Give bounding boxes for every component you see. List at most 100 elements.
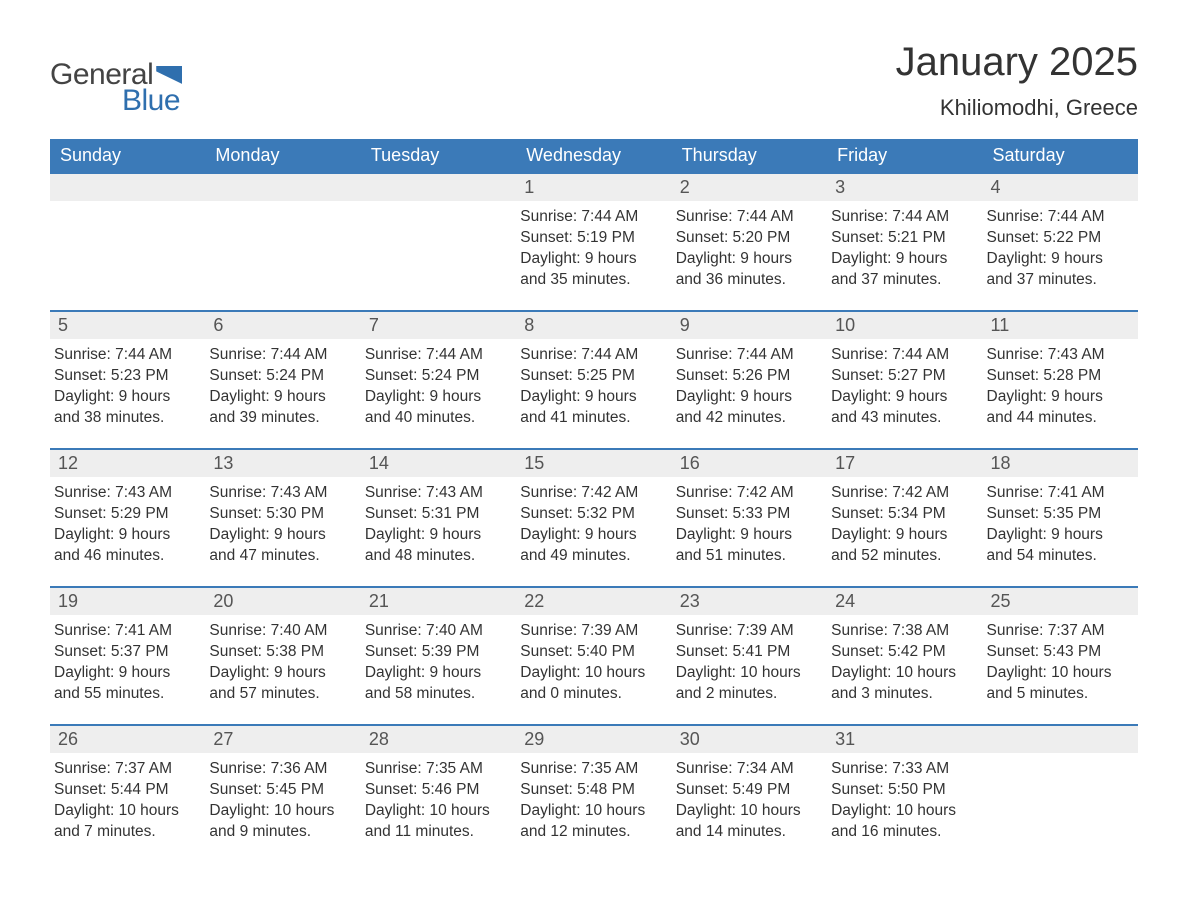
day-cell: 13Sunrise: 7:43 AMSunset: 5:30 PMDayligh… — [205, 449, 360, 587]
day-body: Sunrise: 7:35 AMSunset: 5:48 PMDaylight:… — [516, 753, 671, 851]
day-body: Sunrise: 7:35 AMSunset: 5:46 PMDaylight:… — [361, 753, 516, 851]
day-body: Sunrise: 7:44 AMSunset: 5:24 PMDaylight:… — [205, 339, 360, 437]
day-number: 14 — [361, 450, 516, 477]
day-cell: 12Sunrise: 7:43 AMSunset: 5:29 PMDayligh… — [50, 449, 205, 587]
empty-day — [983, 726, 1138, 753]
day-body: Sunrise: 7:40 AMSunset: 5:38 PMDaylight:… — [205, 615, 360, 713]
day-body: Sunrise: 7:44 AMSunset: 5:25 PMDaylight:… — [516, 339, 671, 437]
page-title: January 2025 — [896, 40, 1138, 85]
day-body: Sunrise: 7:44 AMSunset: 5:19 PMDaylight:… — [516, 201, 671, 299]
weekday-header: Sunday — [50, 139, 205, 173]
day-cell: 11Sunrise: 7:43 AMSunset: 5:28 PMDayligh… — [983, 311, 1138, 449]
day-cell: 31Sunrise: 7:33 AMSunset: 5:50 PMDayligh… — [827, 725, 982, 863]
day-cell: 30Sunrise: 7:34 AMSunset: 5:49 PMDayligh… — [672, 725, 827, 863]
day-cell: 23Sunrise: 7:39 AMSunset: 5:41 PMDayligh… — [672, 587, 827, 725]
day-cell — [205, 173, 360, 311]
day-cell — [361, 173, 516, 311]
day-body: Sunrise: 7:44 AMSunset: 5:27 PMDaylight:… — [827, 339, 982, 437]
day-number: 8 — [516, 312, 671, 339]
day-number: 13 — [205, 450, 360, 477]
day-body: Sunrise: 7:37 AMSunset: 5:44 PMDaylight:… — [50, 753, 205, 851]
day-body: Sunrise: 7:38 AMSunset: 5:42 PMDaylight:… — [827, 615, 982, 713]
day-cell: 10Sunrise: 7:44 AMSunset: 5:27 PMDayligh… — [827, 311, 982, 449]
weekday-header: Friday — [827, 139, 982, 173]
empty-day — [50, 174, 205, 201]
day-cell: 25Sunrise: 7:37 AMSunset: 5:43 PMDayligh… — [983, 587, 1138, 725]
day-cell: 15Sunrise: 7:42 AMSunset: 5:32 PMDayligh… — [516, 449, 671, 587]
day-body: Sunrise: 7:44 AMSunset: 5:22 PMDaylight:… — [983, 201, 1138, 299]
weekday-header: Wednesday — [516, 139, 671, 173]
day-number: 9 — [672, 312, 827, 339]
day-cell: 27Sunrise: 7:36 AMSunset: 5:45 PMDayligh… — [205, 725, 360, 863]
weekday-header: Monday — [205, 139, 360, 173]
day-number: 4 — [983, 174, 1138, 201]
day-cell: 4Sunrise: 7:44 AMSunset: 5:22 PMDaylight… — [983, 173, 1138, 311]
day-number: 29 — [516, 726, 671, 753]
day-number: 21 — [361, 588, 516, 615]
day-number: 27 — [205, 726, 360, 753]
weekday-header: Thursday — [672, 139, 827, 173]
day-body: Sunrise: 7:39 AMSunset: 5:41 PMDaylight:… — [672, 615, 827, 713]
day-number: 28 — [361, 726, 516, 753]
day-body: Sunrise: 7:43 AMSunset: 5:31 PMDaylight:… — [361, 477, 516, 575]
title-block: January 2025 Khiliomodhi, Greece — [896, 40, 1138, 133]
day-number: 11 — [983, 312, 1138, 339]
day-cell: 26Sunrise: 7:37 AMSunset: 5:44 PMDayligh… — [50, 725, 205, 863]
weekday-header: Saturday — [983, 139, 1138, 173]
week-row: 5Sunrise: 7:44 AMSunset: 5:23 PMDaylight… — [50, 311, 1138, 449]
day-cell — [50, 173, 205, 311]
empty-day — [361, 174, 516, 201]
brand-part2: Blue — [122, 84, 180, 118]
day-number: 2 — [672, 174, 827, 201]
calendar-table: SundayMondayTuesdayWednesdayThursdayFrid… — [50, 139, 1138, 863]
day-number: 16 — [672, 450, 827, 477]
week-row: 1Sunrise: 7:44 AMSunset: 5:19 PMDaylight… — [50, 173, 1138, 311]
day-number: 19 — [50, 588, 205, 615]
day-cell: 8Sunrise: 7:44 AMSunset: 5:25 PMDaylight… — [516, 311, 671, 449]
day-number: 12 — [50, 450, 205, 477]
calendar-body: 1Sunrise: 7:44 AMSunset: 5:19 PMDaylight… — [50, 173, 1138, 863]
day-body: Sunrise: 7:41 AMSunset: 5:37 PMDaylight:… — [50, 615, 205, 713]
day-cell: 20Sunrise: 7:40 AMSunset: 5:38 PMDayligh… — [205, 587, 360, 725]
day-cell: 18Sunrise: 7:41 AMSunset: 5:35 PMDayligh… — [983, 449, 1138, 587]
day-number: 10 — [827, 312, 982, 339]
week-row: 26Sunrise: 7:37 AMSunset: 5:44 PMDayligh… — [50, 725, 1138, 863]
day-number: 23 — [672, 588, 827, 615]
day-body: Sunrise: 7:33 AMSunset: 5:50 PMDaylight:… — [827, 753, 982, 851]
day-body: Sunrise: 7:36 AMSunset: 5:45 PMDaylight:… — [205, 753, 360, 851]
day-number: 26 — [50, 726, 205, 753]
day-cell: 7Sunrise: 7:44 AMSunset: 5:24 PMDaylight… — [361, 311, 516, 449]
day-body: Sunrise: 7:44 AMSunset: 5:26 PMDaylight:… — [672, 339, 827, 437]
day-number: 3 — [827, 174, 982, 201]
day-cell: 1Sunrise: 7:44 AMSunset: 5:19 PMDaylight… — [516, 173, 671, 311]
day-cell: 29Sunrise: 7:35 AMSunset: 5:48 PMDayligh… — [516, 725, 671, 863]
week-row: 12Sunrise: 7:43 AMSunset: 5:29 PMDayligh… — [50, 449, 1138, 587]
day-body: Sunrise: 7:44 AMSunset: 5:20 PMDaylight:… — [672, 201, 827, 299]
day-number: 31 — [827, 726, 982, 753]
day-cell: 14Sunrise: 7:43 AMSunset: 5:31 PMDayligh… — [361, 449, 516, 587]
flag-icon — [156, 66, 182, 84]
day-cell: 6Sunrise: 7:44 AMSunset: 5:24 PMDaylight… — [205, 311, 360, 449]
day-number: 1 — [516, 174, 671, 201]
day-cell: 5Sunrise: 7:44 AMSunset: 5:23 PMDaylight… — [50, 311, 205, 449]
day-body: Sunrise: 7:37 AMSunset: 5:43 PMDaylight:… — [983, 615, 1138, 713]
day-cell: 16Sunrise: 7:42 AMSunset: 5:33 PMDayligh… — [672, 449, 827, 587]
day-body: Sunrise: 7:39 AMSunset: 5:40 PMDaylight:… — [516, 615, 671, 713]
day-cell: 21Sunrise: 7:40 AMSunset: 5:39 PMDayligh… — [361, 587, 516, 725]
brand-logo: General Blue — [50, 58, 182, 118]
day-cell: 9Sunrise: 7:44 AMSunset: 5:26 PMDaylight… — [672, 311, 827, 449]
header: General Blue January 2025 Khiliomodhi, G… — [50, 40, 1138, 133]
day-number: 22 — [516, 588, 671, 615]
day-body: Sunrise: 7:43 AMSunset: 5:30 PMDaylight:… — [205, 477, 360, 575]
day-cell: 2Sunrise: 7:44 AMSunset: 5:20 PMDaylight… — [672, 173, 827, 311]
day-cell: 17Sunrise: 7:42 AMSunset: 5:34 PMDayligh… — [827, 449, 982, 587]
day-cell: 22Sunrise: 7:39 AMSunset: 5:40 PMDayligh… — [516, 587, 671, 725]
day-number: 24 — [827, 588, 982, 615]
week-row: 19Sunrise: 7:41 AMSunset: 5:37 PMDayligh… — [50, 587, 1138, 725]
day-number: 17 — [827, 450, 982, 477]
day-cell: 28Sunrise: 7:35 AMSunset: 5:46 PMDayligh… — [361, 725, 516, 863]
day-body: Sunrise: 7:40 AMSunset: 5:39 PMDaylight:… — [361, 615, 516, 713]
day-body: Sunrise: 7:42 AMSunset: 5:33 PMDaylight:… — [672, 477, 827, 575]
day-number: 6 — [205, 312, 360, 339]
day-number: 18 — [983, 450, 1138, 477]
